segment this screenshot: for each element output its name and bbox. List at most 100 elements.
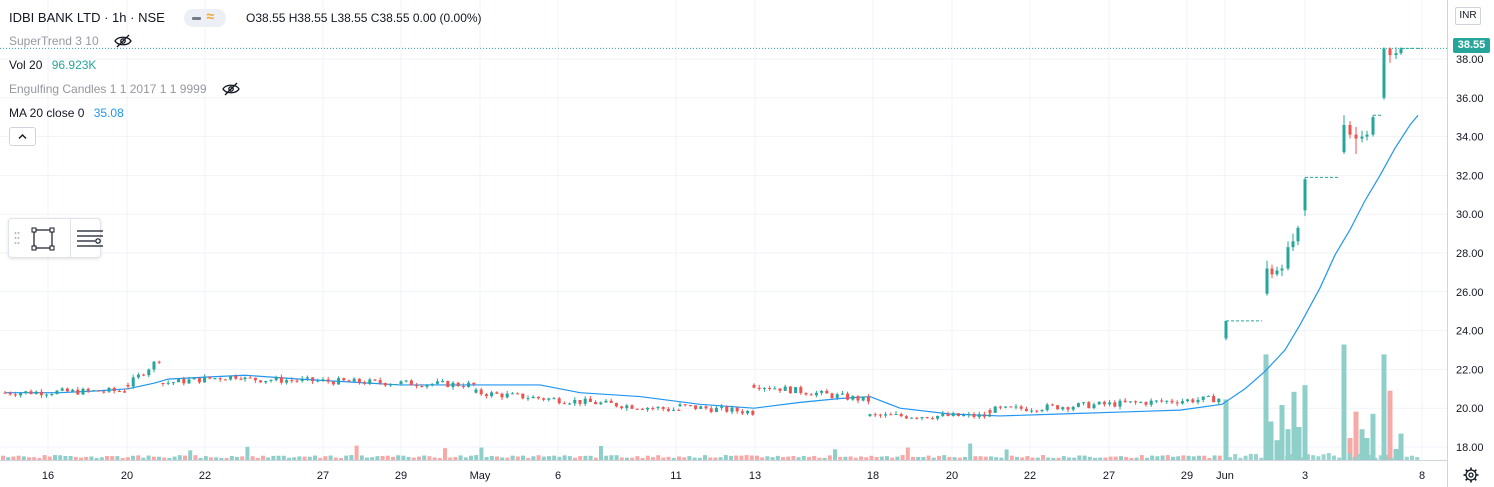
volume-bar [1342, 453, 1347, 460]
candle-body [982, 414, 986, 417]
volume-bar [1139, 455, 1144, 460]
candle-body [704, 406, 708, 409]
candle-body [446, 381, 450, 388]
candle-body [404, 380, 408, 382]
volume-legend[interactable]: Vol 20 96.923K [9, 56, 96, 73]
volume-bar [1410, 455, 1414, 460]
volume-bar [1384, 454, 1388, 460]
volume-bar [692, 457, 697, 460]
volume-bar [666, 456, 671, 460]
volume-bar [89, 456, 94, 460]
candle-body [825, 390, 829, 394]
volume-bar [760, 457, 765, 460]
volume-bar [359, 455, 364, 460]
candle-body [484, 394, 488, 397]
candle-body [866, 396, 870, 402]
candle-body [930, 418, 934, 420]
volume-bar [833, 449, 837, 460]
volume-bar [287, 457, 291, 460]
candle-body [1286, 247, 1290, 269]
volume-bar [115, 456, 120, 460]
volume-bar [1035, 457, 1040, 460]
candle-body [709, 408, 713, 412]
y-tick-label: 38.00 [1456, 54, 1484, 66]
volume-bar [1051, 457, 1056, 460]
volume-bar [1124, 456, 1129, 460]
candle-body [809, 394, 813, 396]
drag-handle-icon[interactable] [14, 231, 20, 245]
volume-bar [890, 457, 895, 460]
volume-bar [1285, 429, 1291, 460]
volume-bar [838, 456, 843, 460]
volume-bar [749, 455, 754, 460]
engulfing-legend[interactable]: Engulfing Candles 1 1 2017 1 1 9999 [9, 80, 240, 97]
candle-body [97, 390, 101, 392]
volume-bar [1291, 391, 1297, 460]
volume-bar [255, 457, 260, 460]
volume-bar [1009, 455, 1014, 460]
volume-bar [240, 456, 245, 460]
x-tick-label: 22 [1024, 470, 1036, 482]
volume-bar [713, 457, 718, 460]
candle-body [347, 380, 351, 382]
volume-bar [957, 457, 962, 460]
ma20-line [5, 114, 1419, 417]
volume-bar [209, 457, 213, 460]
volume-bar [1181, 455, 1186, 460]
volume-bar [99, 457, 104, 460]
candle-body [956, 413, 960, 417]
candle-body [910, 417, 914, 419]
gear-icon[interactable] [1463, 467, 1479, 483]
candle-body [814, 392, 818, 396]
hidden-eye-icon[interactable] [222, 82, 240, 96]
candle-body [630, 405, 634, 409]
y-tick-label: 26.00 [1456, 287, 1484, 299]
candle-body [1076, 403, 1080, 407]
settings-lines-icon[interactable] [77, 229, 103, 249]
candle-body [1108, 402, 1112, 405]
candle-body [213, 378, 217, 380]
candle-body [1291, 241, 1295, 248]
volume-bar [198, 457, 203, 460]
candle-body [461, 385, 465, 387]
candle-body [182, 378, 186, 384]
rectangle-tool-icon[interactable] [31, 227, 55, 251]
volume-bar [1197, 455, 1201, 460]
candle-body [223, 379, 227, 381]
volume-bar [6, 457, 11, 460]
supertrend-legend[interactable]: SuperTrend 3 10 [9, 32, 132, 49]
volume-bar [1387, 390, 1393, 460]
supertrend-label: SuperTrend 3 10 [9, 33, 99, 48]
volume-bar [874, 457, 879, 460]
candle-body [171, 382, 175, 384]
volume-bar [1300, 457, 1305, 460]
legend-toggle-pill[interactable]: ≈ [184, 8, 227, 27]
candle-body [1217, 398, 1221, 403]
candle-body [142, 374, 146, 376]
ma-value: 35.08 [93, 105, 124, 120]
collapse-legend-button[interactable] [9, 127, 36, 146]
volume-bar [1394, 455, 1399, 460]
volume-bar [1358, 454, 1362, 460]
currency-label[interactable]: INR [1455, 7, 1481, 25]
volume-bar [1248, 453, 1253, 460]
ma-legend[interactable]: MA 20 close 0 35.08 [9, 104, 124, 121]
volume-bar [1302, 385, 1308, 460]
volume-bar [1233, 454, 1238, 460]
candle-body [752, 384, 756, 388]
candle-body [730, 407, 734, 412]
volume-bar [801, 455, 806, 460]
volume-bar [261, 455, 265, 460]
volume-bar [297, 456, 302, 460]
hidden-eye-icon[interactable] [114, 34, 132, 48]
volume-bar [219, 457, 224, 460]
candle-body [552, 398, 556, 400]
volume-bar [869, 455, 874, 460]
x-tick-label: 8 [1419, 470, 1425, 482]
volume-bar [1176, 456, 1181, 460]
candle-body [740, 411, 744, 414]
candle-body [547, 398, 551, 400]
volume-bar [167, 457, 172, 460]
